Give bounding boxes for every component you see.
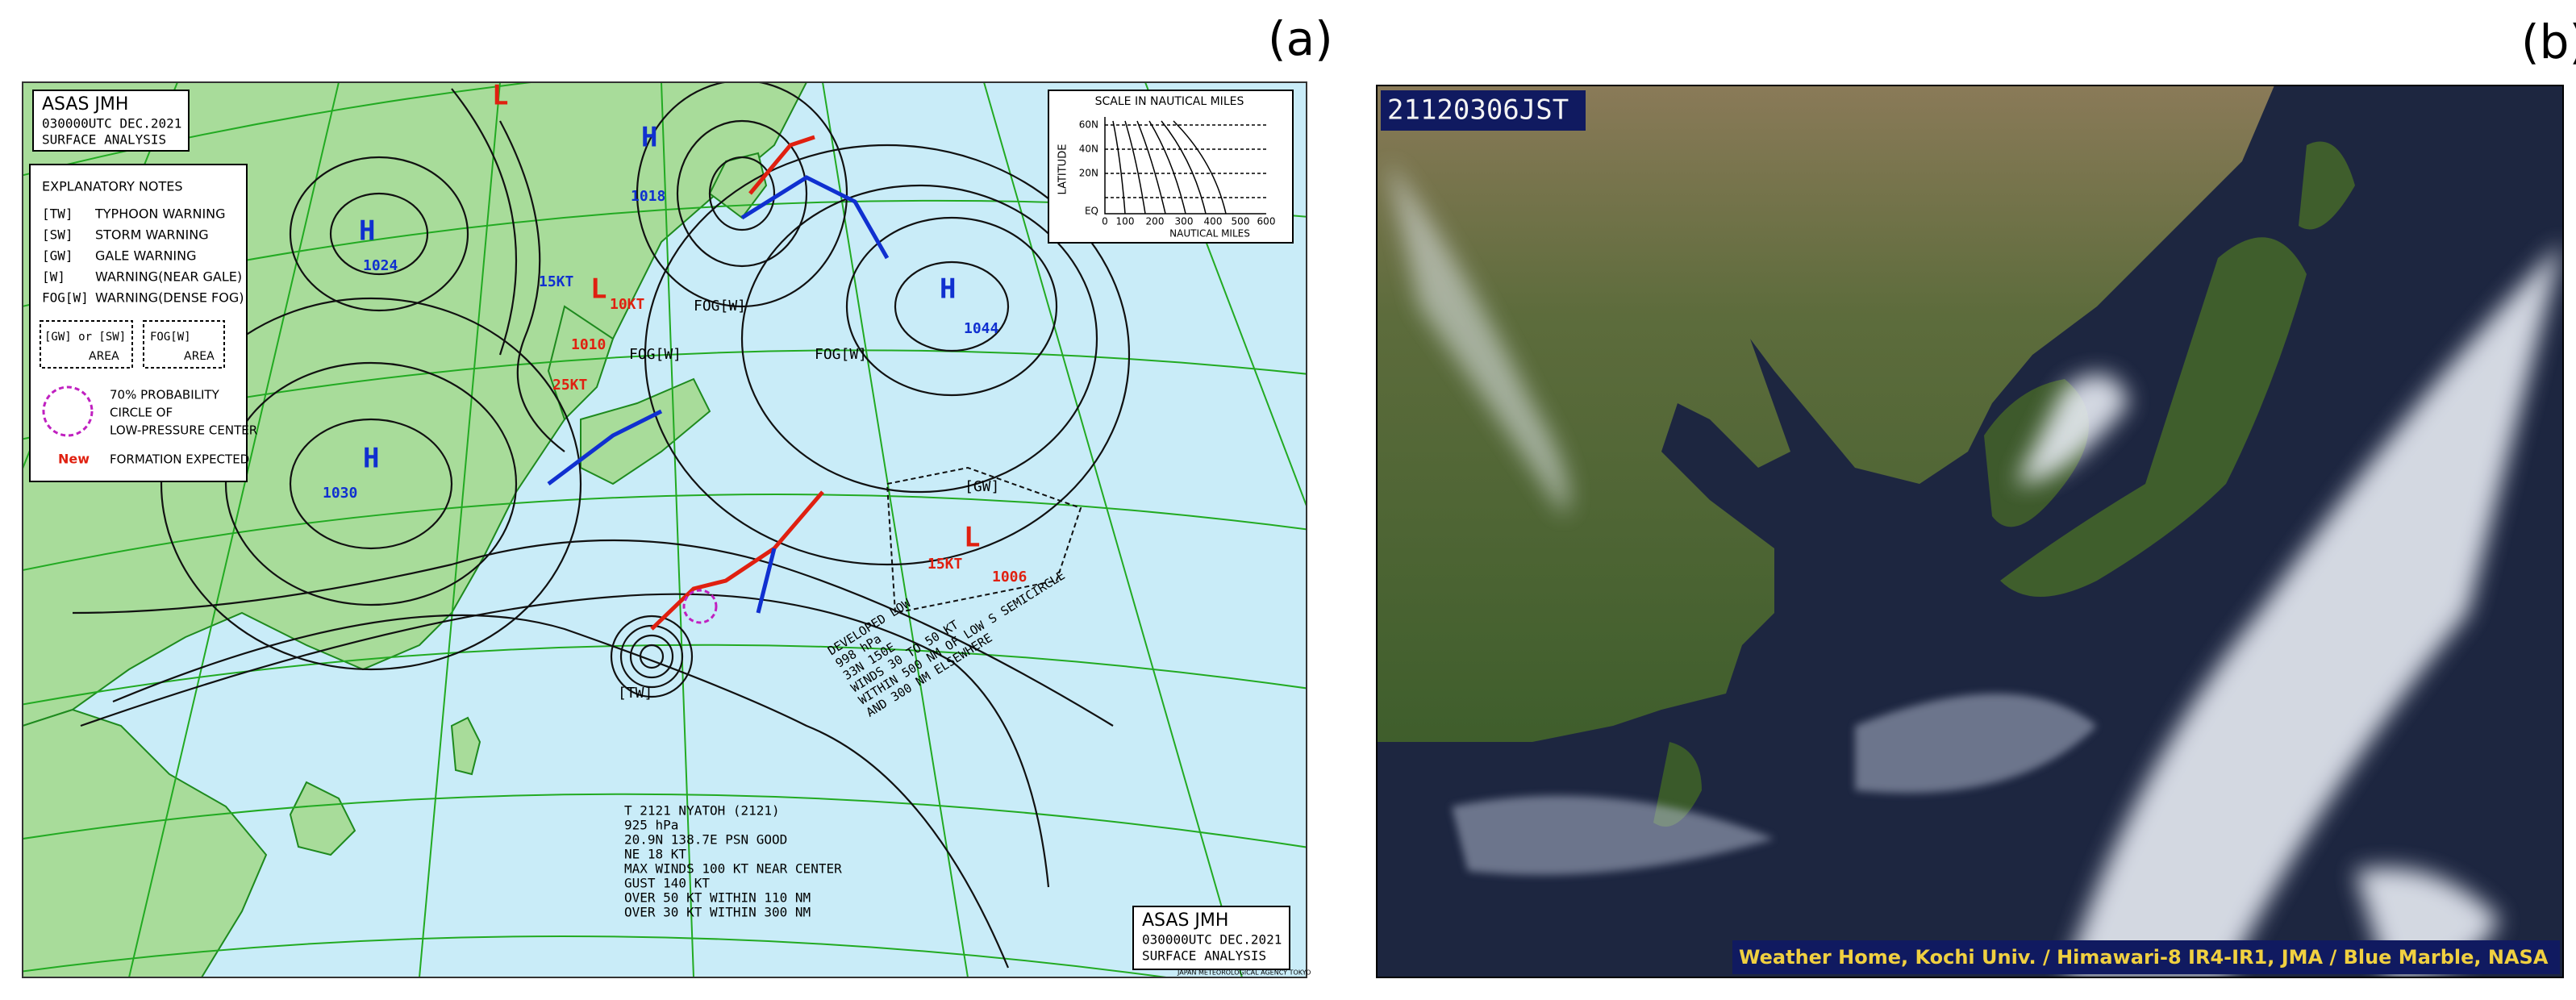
- note-text: STORM WARNING: [95, 227, 209, 243]
- note-text: WARNING(DENSE FOG): [95, 290, 244, 306]
- scale-title: SCALE IN NAUTICAL MILES: [1095, 95, 1244, 108]
- scale-nm: 300: [1175, 216, 1194, 227]
- fronts: [547, 135, 1082, 631]
- probability-text: 70% PROBABILITY: [110, 388, 220, 402]
- title-line: SURFACE ANALYSIS: [1142, 948, 1266, 964]
- typhoon-line: OVER 50 KT WITHIN 110 NM: [624, 890, 811, 906]
- scale-nm: 400: [1204, 216, 1223, 227]
- scale-nm: 200: [1146, 216, 1165, 227]
- scale-nm: 100: [1116, 216, 1135, 227]
- typhoon-line: 20.9N 138.7E PSN GOOD: [624, 832, 787, 848]
- isobars: [72, 82, 1131, 969]
- notes-box: EXPLANATORY NOTES [TW] TYPHOON WARNING […: [29, 164, 257, 482]
- title-box: ASAS JMH 030000UTC DEC.2021 SURFACE ANAL…: [1132, 906, 1311, 977]
- title-box: ASAS JMH 030000UTC DEC.2021 SURFACE ANAL…: [32, 90, 190, 152]
- title-line: 030000UTC DEC.2021: [42, 116, 181, 131]
- map-label: L: [964, 522, 980, 554]
- scale-axis: LATITUDE: [1057, 144, 1069, 195]
- panel-label: (a): [1268, 11, 1333, 66]
- title-line: ASAS JMH: [1142, 910, 1228, 931]
- map-label: FOG[W]: [815, 346, 867, 363]
- typhoon-line: OVER 30 KT WITHIN 300 NM: [624, 905, 811, 920]
- note-code: [GW]: [42, 248, 73, 264]
- map-label: 1024: [363, 257, 398, 274]
- scale-nm: 0: [1102, 216, 1108, 227]
- map-label: [TW]: [618, 685, 652, 702]
- area-label: AREA: [184, 350, 215, 363]
- note-code: [W]: [42, 269, 65, 285]
- note-text: WARNING(NEAR GALE): [95, 269, 242, 285]
- map-label: 1044: [964, 320, 999, 337]
- typhoon-line: T 2121 NYATOH (2121): [624, 803, 780, 819]
- map-label: H: [940, 273, 956, 306]
- scale-lat: 20N: [1079, 168, 1098, 179]
- map-label: L: [590, 273, 606, 306]
- notes-title: EXPLANATORY NOTES: [42, 179, 183, 194]
- map-label: 1010: [571, 336, 606, 353]
- scale-xlabel: NAUTICAL MILES: [1169, 228, 1250, 240]
- scale-lat: 40N: [1079, 144, 1098, 155]
- map-label: 25KT: [552, 377, 588, 394]
- map-label: H: [359, 215, 375, 248]
- scale-lat: EQ: [1085, 206, 1098, 217]
- timestamp: 21120306JST: [1387, 94, 1569, 127]
- map-label: 15KT: [539, 273, 574, 290]
- map-label: 1006: [992, 569, 1027, 585]
- map-label: 1030: [323, 485, 357, 502]
- scale-lat: 60N: [1079, 119, 1098, 131]
- area-label: AREA: [89, 350, 119, 363]
- new-label: New: [58, 452, 90, 467]
- panel-label: (b): [2521, 15, 2576, 69]
- typhoon-line: NE 18 KT: [624, 847, 686, 862]
- credit: Weather Home, Kochi Univ. / Himawari-8 I…: [1739, 946, 2549, 969]
- map-label: H: [641, 122, 657, 154]
- map-label: H: [363, 443, 379, 475]
- map-label: 15KT: [927, 556, 963, 573]
- note-text: TYPHOON WARNING: [94, 206, 226, 222]
- area-label: [GW] or [SW]: [44, 331, 126, 344]
- map-label: L: [492, 80, 508, 112]
- map-label: 1018: [631, 188, 665, 205]
- scale-box: SCALE IN NAUTICAL MILES LATITUDE 60N 40N…: [1048, 90, 1294, 244]
- typhoon-line: 925 hPa: [624, 818, 678, 833]
- typhoon-info: T 2121 NYATOH (2121) 925 hPa 20.9N 138.7…: [624, 803, 842, 920]
- map-label: [GW]: [965, 478, 999, 495]
- title-line: SURFACE ANALYSIS: [42, 132, 166, 148]
- agency: JAPAN METEOROLOGICAL AGENCY TOKYO: [1177, 969, 1311, 977]
- typhoon-line: MAX WINDS 100 KT NEAR CENTER: [624, 861, 842, 877]
- typhoon-line: GUST 140 KT: [624, 876, 710, 891]
- note-code: FOG[W]: [42, 290, 89, 306]
- scale-nm: 600: [1257, 216, 1276, 227]
- area-label: FOG[W]: [150, 331, 191, 344]
- map-label: FOG[W]: [629, 346, 682, 363]
- probability-text: LOW-PRESSURE CENTER: [110, 423, 257, 438]
- probability-text: CIRCLE OF: [110, 406, 173, 420]
- map-label: FOG[W]: [694, 298, 746, 315]
- satellite-image: [1377, 85, 2563, 977]
- map-label: 10KT: [610, 296, 645, 313]
- note-text: GALE WARNING: [95, 248, 197, 264]
- note-code: [SW]: [42, 227, 73, 243]
- title-line: 030000UTC DEC.2021: [1142, 932, 1282, 948]
- new-text: FORMATION EXPECTED: [110, 452, 249, 467]
- title-line: ASAS JMH: [42, 94, 128, 115]
- scale-nm: 500: [1232, 216, 1250, 227]
- note-code: [TW]: [42, 206, 73, 222]
